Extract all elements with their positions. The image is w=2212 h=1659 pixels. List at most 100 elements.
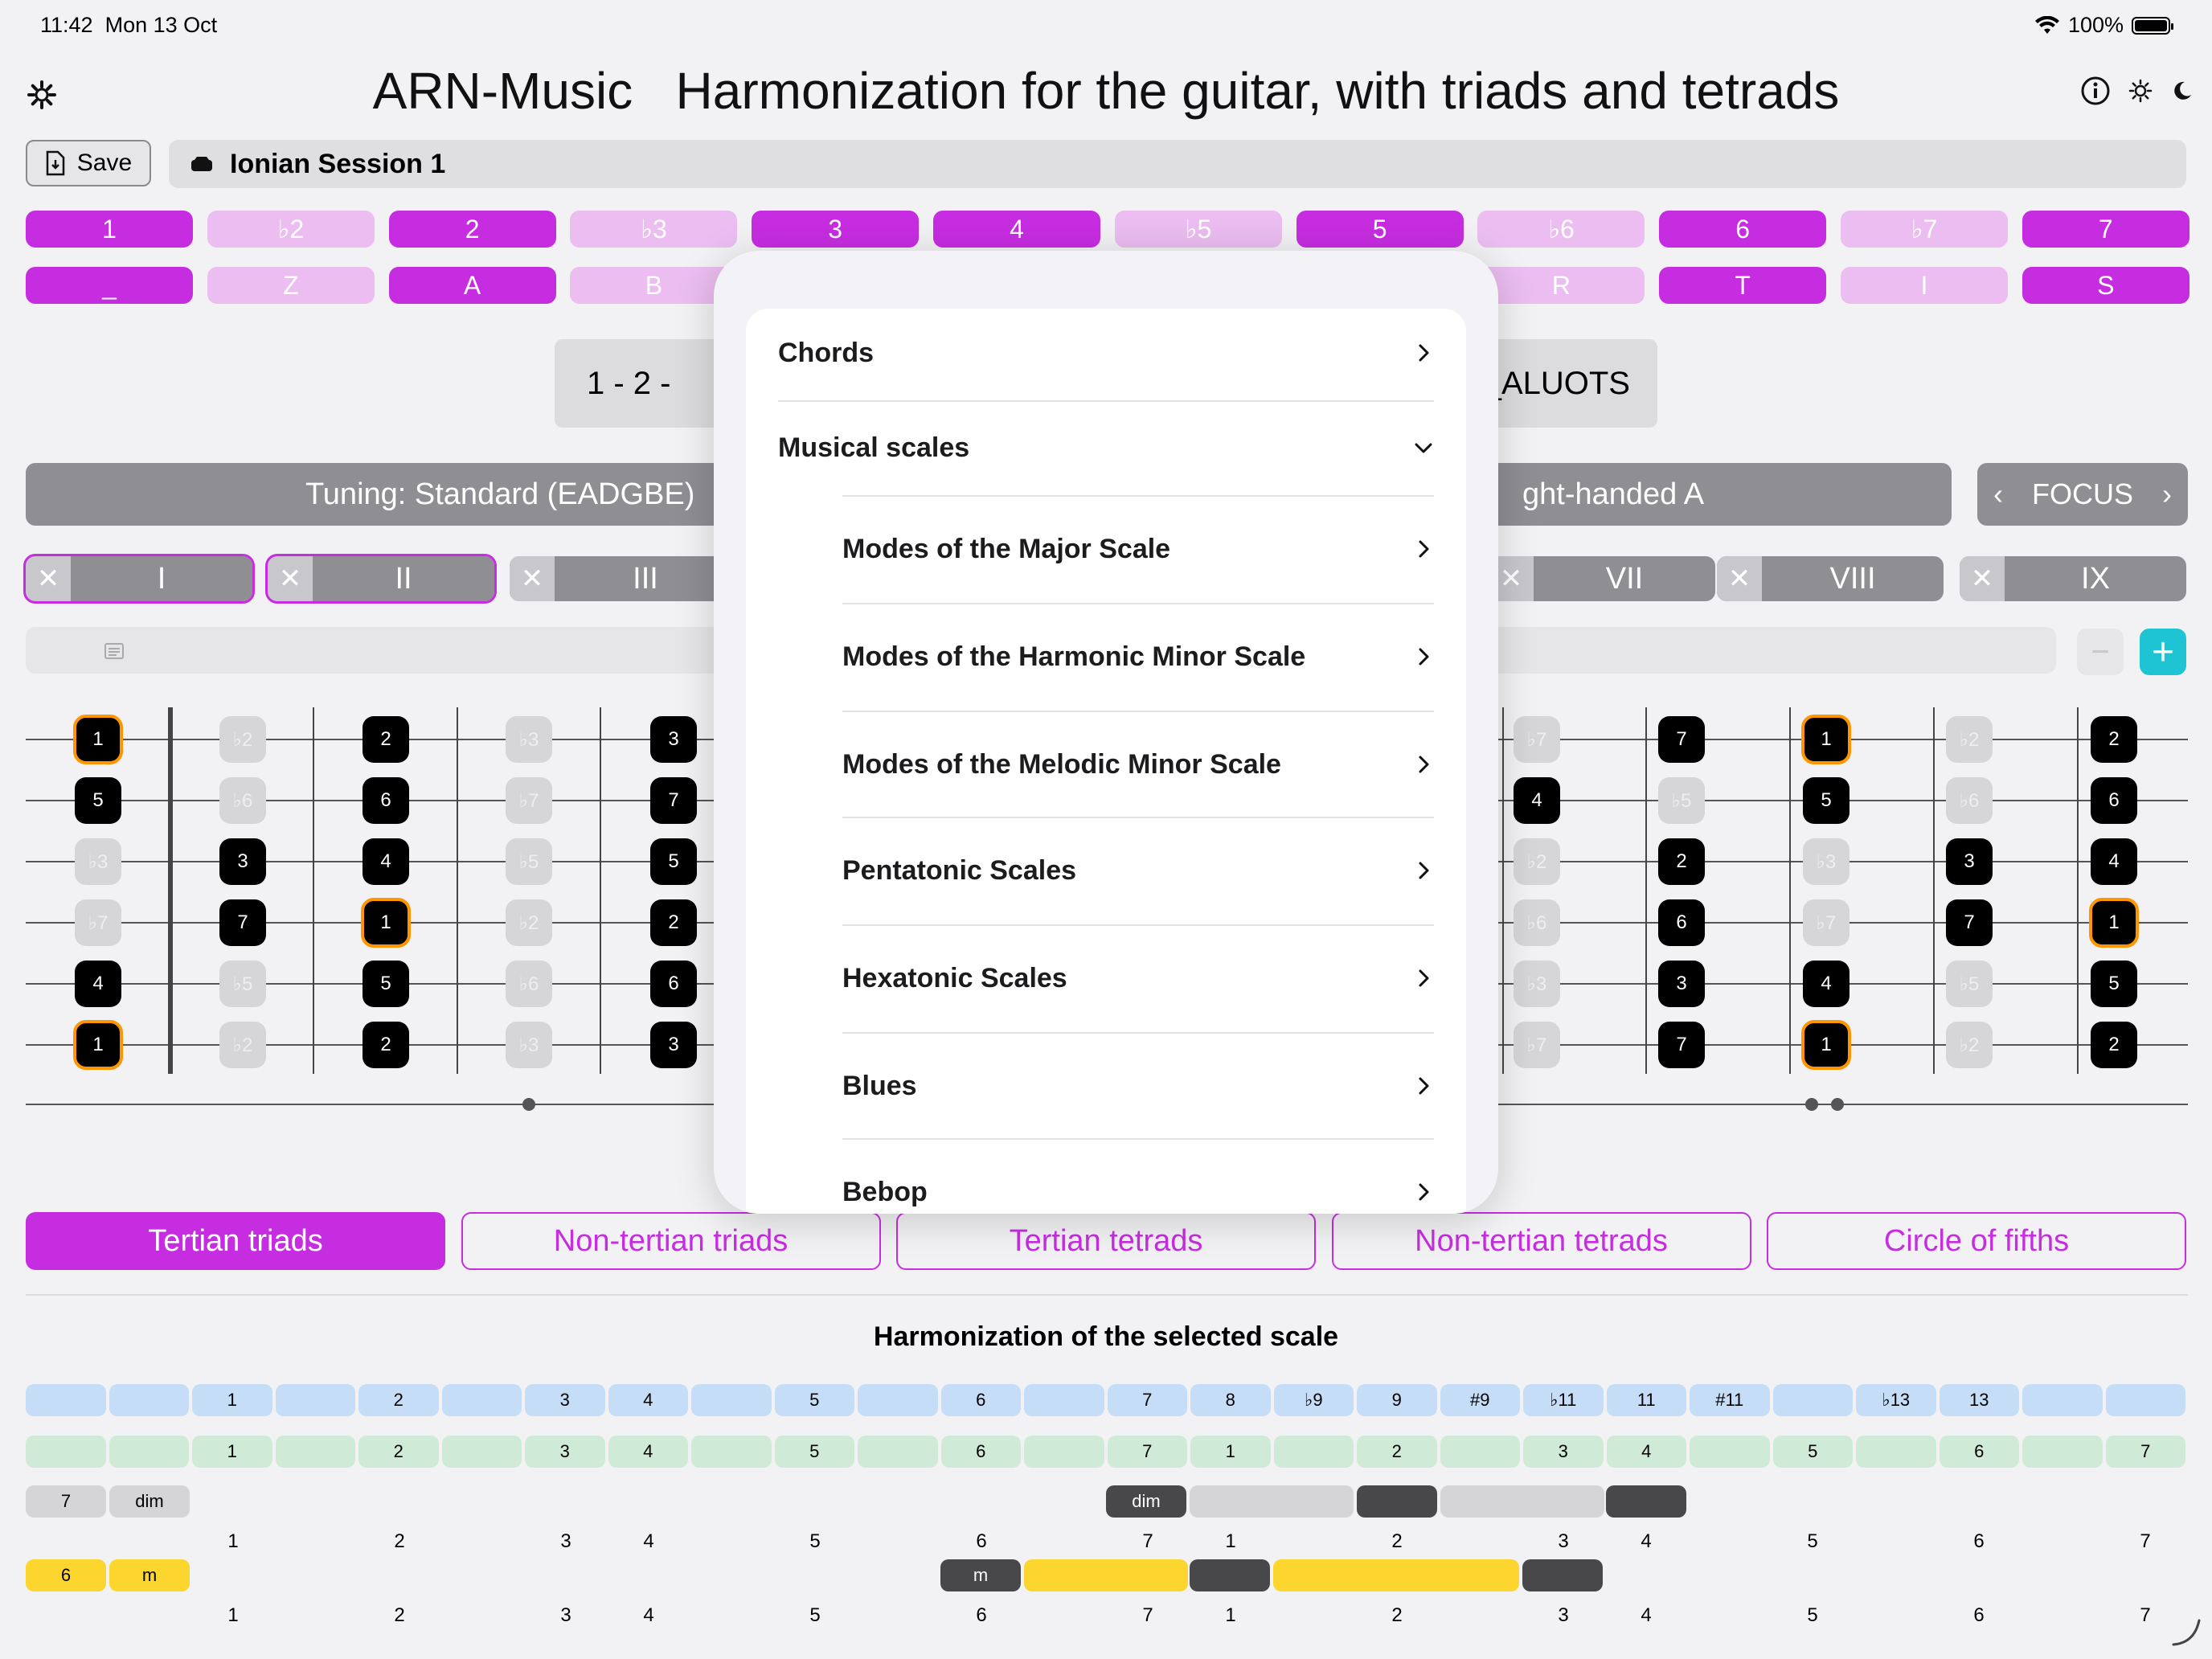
degree-pill[interactable]: 5 — [1296, 211, 1464, 248]
fret-note[interactable]: 7 — [1946, 899, 1993, 946]
harmony-tab[interactable]: Non-tertian triads — [461, 1212, 881, 1270]
resize-handle-icon[interactable] — [2170, 1616, 2202, 1648]
decrease-button[interactable]: − — [2077, 629, 2124, 675]
fret-note[interactable]: ♭5 — [1946, 961, 1993, 1007]
fret-note[interactable]: ♭3 — [506, 1022, 552, 1068]
sun-icon[interactable] — [2128, 79, 2153, 103]
menu-item[interactable]: Hexatonic Scales — [746, 924, 1466, 1032]
fret-note[interactable]: 5 — [650, 838, 697, 885]
fret-note[interactable]: ♭3 — [506, 716, 552, 763]
fret-note[interactable]: 7 — [650, 777, 697, 824]
degree-pill[interactable]: T — [1659, 267, 1827, 304]
fret-note[interactable]: 2 — [2091, 1022, 2137, 1068]
fret-note[interactable]: ♭2 — [506, 899, 552, 946]
fret-note[interactable]: ♭7 — [75, 899, 121, 946]
chord-quality-badge[interactable]: dim — [109, 1485, 190, 1518]
harmony-tab[interactable]: Tertian triads — [26, 1212, 445, 1270]
fret-note[interactable]: ♭3 — [1803, 838, 1849, 885]
fret-note[interactable]: 4 — [2091, 838, 2137, 885]
degree-pill[interactable]: ♭3 — [570, 211, 738, 248]
fret-note[interactable]: ♭6 — [1946, 777, 1993, 824]
fret-note[interactable]: 4 — [363, 838, 409, 885]
menu-item[interactable]: Musical scales — [746, 400, 1466, 495]
degree-pill[interactable]: ♭2 — [207, 211, 375, 248]
fret-note[interactable]: 6 — [650, 961, 697, 1007]
info-icon[interactable] — [2080, 76, 2111, 106]
focus-stepper[interactable]: ‹ FOCUS › — [1977, 463, 2188, 526]
fret-note[interactable]: 2 — [650, 899, 697, 946]
fret-note[interactable]: 3 — [650, 1022, 697, 1068]
fret-note[interactable]: ♭7 — [506, 777, 552, 824]
menu-item[interactable]: Blues — [746, 1032, 1466, 1140]
menu-item[interactable]: Modes of the Melodic Minor Scale — [746, 711, 1466, 818]
fret-note[interactable]: 1 — [1801, 715, 1851, 764]
fret-note[interactable]: ♭2 — [219, 1022, 266, 1068]
position-button[interactable]: ✕ III — [510, 556, 736, 601]
fret-note[interactable]: 2 — [363, 716, 409, 763]
position-button[interactable]: ✕ VII — [1489, 556, 1715, 601]
degree-pill[interactable]: 7 — [2022, 211, 2189, 248]
fret-note[interactable]: ♭6 — [506, 961, 552, 1007]
degree-pill[interactable]: ♭5 — [1114, 211, 1282, 248]
degree-pill[interactable]: ♭7 — [1841, 211, 2008, 248]
fret-note[interactable]: 5 — [75, 777, 121, 824]
degree-pill[interactable]: 6 — [1659, 211, 1827, 248]
menu-item[interactable]: Modes of the Harmonic Minor Scale — [746, 603, 1466, 711]
chevron-left-icon[interactable]: ‹ — [1993, 477, 2003, 510]
fret-note[interactable]: 2 — [363, 1022, 409, 1068]
fret-note[interactable]: ♭2 — [1946, 1022, 1993, 1068]
session-field[interactable]: Ionian Session 1 — [169, 140, 2186, 188]
harmony-tab[interactable]: Non-tertian tetrads — [1331, 1212, 1751, 1270]
fret-note[interactable]: 1 — [73, 1020, 123, 1070]
fret-note[interactable]: 6 — [2091, 777, 2137, 824]
chevron-right-icon[interactable]: › — [2162, 477, 2172, 510]
close-icon[interactable]: ✕ — [1717, 556, 1762, 601]
degree-pill[interactable]: A — [388, 267, 556, 304]
fret-note[interactable]: 2 — [2091, 716, 2137, 763]
position-button[interactable]: ✕ IX — [1960, 556, 2186, 601]
degree-pill[interactable]: 4 — [933, 211, 1100, 248]
degree-pill[interactable]: ♭6 — [1477, 211, 1645, 248]
chord-degree-badge[interactable]: 7 — [26, 1485, 106, 1518]
fret-note[interactable]: 6 — [1658, 899, 1705, 946]
fret-note[interactable]: 3 — [1946, 838, 1993, 885]
degree-pill[interactable]: Z — [207, 267, 375, 304]
degree-pill[interactable]: R — [1477, 267, 1645, 304]
fret-note[interactable]: ♭6 — [219, 777, 266, 824]
increase-button[interactable]: + — [2140, 629, 2186, 675]
fret-note[interactable]: ♭2 — [1514, 838, 1560, 885]
degree-pill[interactable]: 3 — [752, 211, 920, 248]
position-button[interactable]: ✕ VIII — [1717, 556, 1944, 601]
degree-pill[interactable]: I — [1841, 267, 2008, 304]
close-icon[interactable]: ✕ — [26, 556, 71, 601]
fret-note[interactable]: 4 — [75, 961, 121, 1007]
fret-note[interactable]: 6 — [363, 777, 409, 824]
fret-note[interactable]: 4 — [1514, 777, 1560, 824]
harmony-tab[interactable]: Tertian tetrads — [896, 1212, 1316, 1270]
fret-note[interactable]: 5 — [363, 961, 409, 1007]
fret-note[interactable]: ♭5 — [219, 961, 266, 1007]
fret-note[interactable]: 1 — [73, 715, 123, 764]
menu-item[interactable]: Modes of the Major Scale — [746, 495, 1466, 603]
position-button[interactable]: ✕ I — [23, 554, 255, 604]
degree-pill[interactable]: 2 — [388, 211, 556, 248]
fret-note[interactable]: ♭3 — [1514, 961, 1560, 1007]
fret-note[interactable]: 1 — [361, 898, 411, 948]
fret-note[interactable]: ♭2 — [219, 716, 266, 763]
fret-note[interactable]: 1 — [1801, 1020, 1851, 1070]
menu-item[interactable]: Bebop — [746, 1138, 1466, 1214]
menu-item[interactable]: Pentatonic Scales — [746, 817, 1466, 924]
fret-note[interactable]: ♭7 — [1514, 716, 1560, 763]
fret-note[interactable]: ♭5 — [506, 838, 552, 885]
menu-item[interactable]: Chords — [746, 305, 1466, 400]
fret-note[interactable]: ♭5 — [1658, 777, 1705, 824]
degree-pill[interactable]: 1 — [26, 211, 193, 248]
fret-note[interactable]: 7 — [219, 899, 266, 946]
fret-note[interactable]: ♭2 — [1946, 716, 1993, 763]
fret-note[interactable]: ♭7 — [1514, 1022, 1560, 1068]
save-button[interactable]: Save — [26, 140, 151, 186]
chord-quality-badge[interactable]: m — [109, 1559, 190, 1591]
harmony-tab[interactable]: Circle of fifths — [1767, 1212, 2186, 1270]
fret-note[interactable]: 1 — [2089, 898, 2139, 948]
fret-note[interactable]: 2 — [1658, 838, 1705, 885]
